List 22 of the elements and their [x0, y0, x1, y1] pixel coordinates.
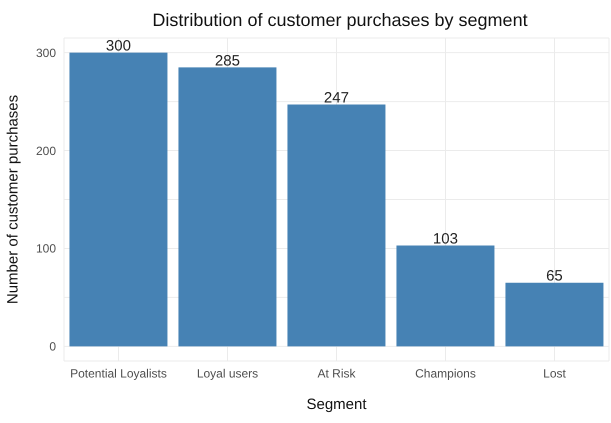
data-label: 65 [546, 268, 563, 285]
bar [69, 52, 168, 346]
x-axis-title: Segment [306, 396, 368, 413]
x-tick-label: Champions [415, 366, 476, 381]
x-tick-label: At Risk [317, 366, 356, 381]
x-tick-label: Potential Loyalists [70, 366, 167, 381]
y-axis-title: Number of customer purchases [4, 94, 22, 304]
bar [178, 67, 276, 346]
bar [396, 246, 494, 346]
y-tick-label: 100 [36, 242, 56, 256]
bar [287, 104, 386, 346]
chart-title: Distribution of customer purchases by segment [151, 10, 529, 31]
x-tick-label: Lost [543, 366, 567, 381]
data-label: 103 [432, 230, 458, 248]
bar [505, 282, 604, 346]
data-label: 300 [106, 38, 131, 55]
y-tick-label: 200 [36, 144, 56, 158]
y-tick-label: 300 [36, 46, 56, 60]
data-label: 247 [324, 90, 349, 107]
x-tick-label: Loyal users [196, 366, 258, 381]
y-tick-label: 0 [49, 340, 56, 354]
data-label: 285 [214, 52, 240, 70]
